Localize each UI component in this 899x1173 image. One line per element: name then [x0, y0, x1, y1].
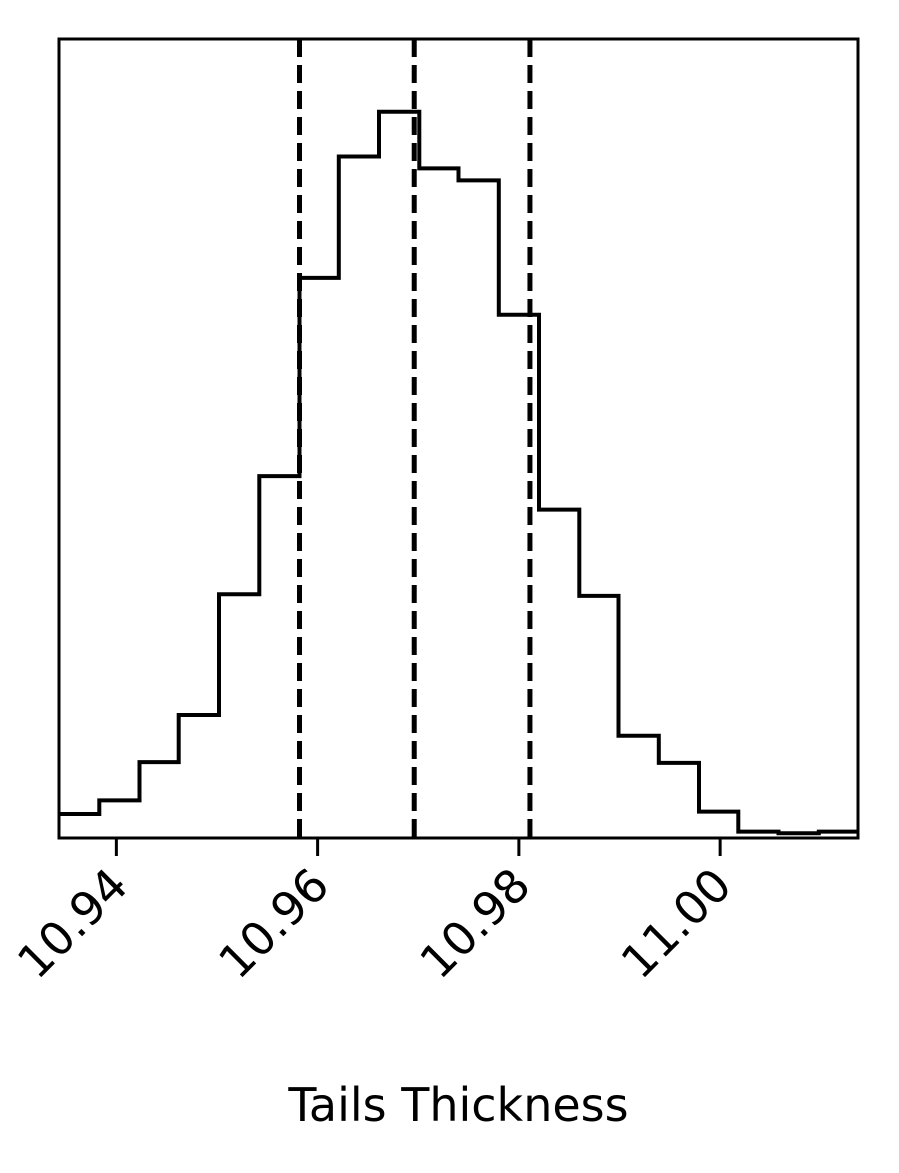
x-tick-label-2: 10.96 — [208, 858, 339, 989]
x-tick-label-1: 10.94 — [7, 858, 138, 989]
quantile-lines — [297, 39, 533, 838]
x-ticks — [114, 838, 722, 856]
plot-frame — [57, 37, 860, 840]
x-tick-label-4: 11.00 — [611, 858, 742, 989]
histogram-step-line — [59, 109, 858, 836]
x-tick-label-3: 10.98 — [409, 858, 540, 989]
x-tick-labels: 10.94 10.96 10.98 11.00 — [7, 858, 742, 989]
x-axis-label: Tails Thickness — [287, 1078, 628, 1132]
